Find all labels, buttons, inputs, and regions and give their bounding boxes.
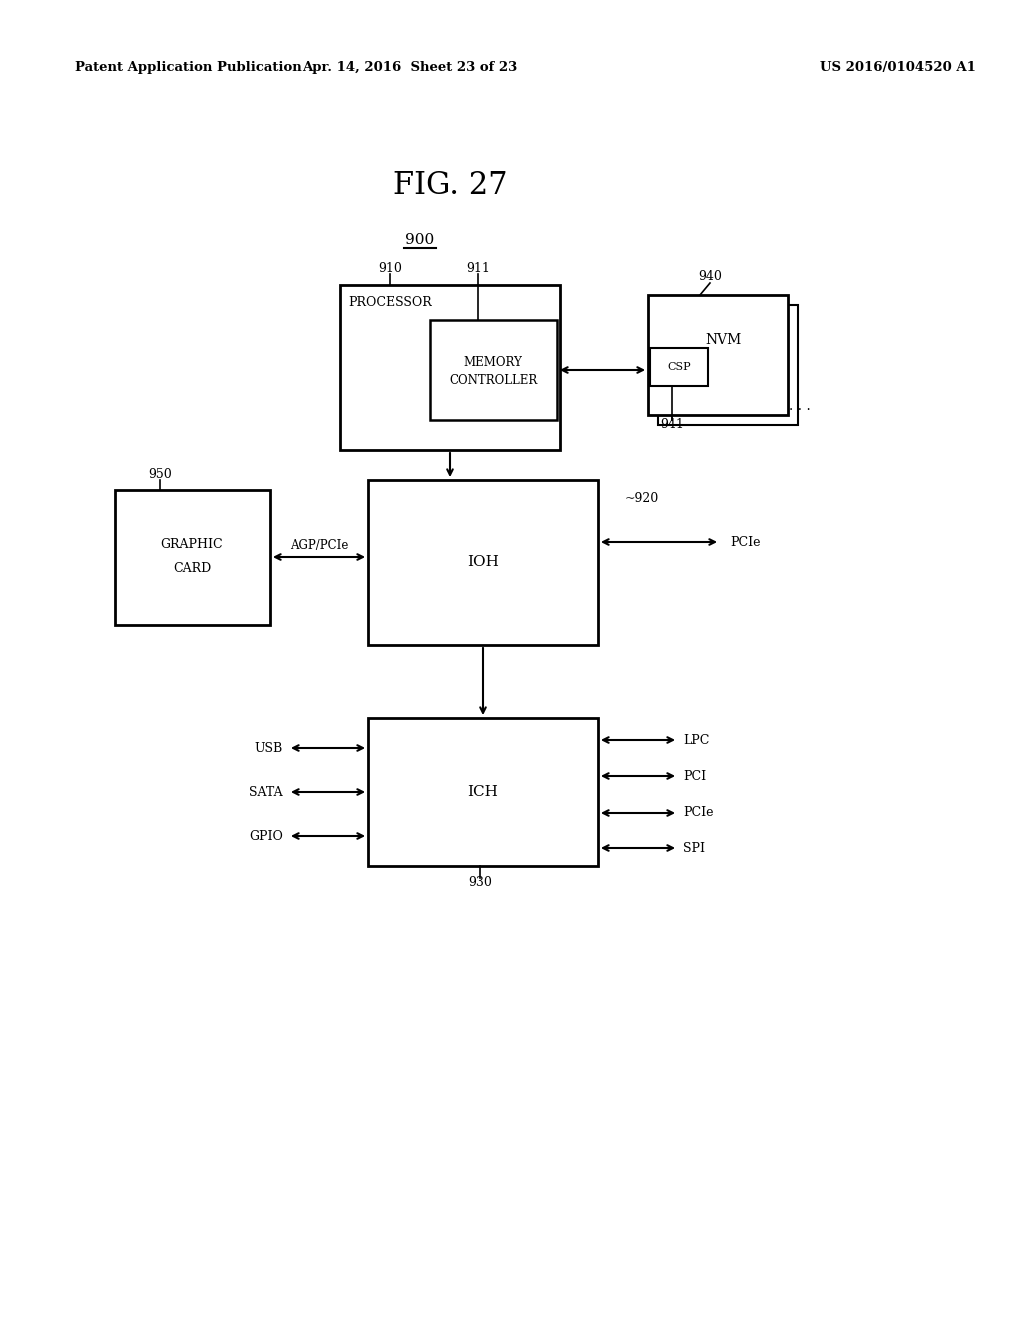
Text: LPC: LPC bbox=[683, 734, 710, 747]
Bar bbox=[115, 490, 270, 624]
Text: ~920: ~920 bbox=[625, 491, 659, 504]
Text: FIG. 27: FIG. 27 bbox=[392, 169, 507, 201]
Text: SATA: SATA bbox=[250, 785, 283, 799]
Text: CONTROLLER: CONTROLLER bbox=[449, 374, 538, 387]
Text: 930: 930 bbox=[468, 875, 492, 888]
Bar bbox=[648, 294, 788, 414]
Text: 900: 900 bbox=[406, 234, 434, 247]
Text: MEMORY: MEMORY bbox=[464, 355, 522, 368]
Text: 950: 950 bbox=[148, 467, 172, 480]
Text: 940: 940 bbox=[698, 271, 722, 284]
Text: 910: 910 bbox=[378, 261, 402, 275]
Text: ICH: ICH bbox=[468, 785, 499, 799]
Bar bbox=[430, 319, 557, 420]
Bar bbox=[368, 718, 598, 866]
Text: AGP/PCIe: AGP/PCIe bbox=[290, 539, 348, 552]
Text: PCIe: PCIe bbox=[730, 536, 761, 549]
Text: CSP: CSP bbox=[668, 362, 691, 372]
Text: GRAPHIC: GRAPHIC bbox=[161, 539, 223, 552]
Text: SPI: SPI bbox=[683, 842, 705, 854]
Text: Patent Application Publication: Patent Application Publication bbox=[75, 62, 302, 74]
Text: 941: 941 bbox=[660, 418, 684, 432]
Text: Apr. 14, 2016  Sheet 23 of 23: Apr. 14, 2016 Sheet 23 of 23 bbox=[302, 62, 517, 74]
Text: PROCESSOR: PROCESSOR bbox=[348, 297, 432, 309]
Text: US 2016/0104520 A1: US 2016/0104520 A1 bbox=[820, 62, 976, 74]
Text: GPIO: GPIO bbox=[249, 829, 283, 842]
Text: IOH: IOH bbox=[467, 554, 499, 569]
Bar bbox=[658, 305, 798, 425]
Bar bbox=[650, 348, 708, 385]
Text: USB: USB bbox=[255, 742, 283, 755]
Text: 911: 911 bbox=[466, 261, 489, 275]
Text: · · ·: · · · bbox=[790, 403, 811, 417]
Bar bbox=[368, 480, 598, 645]
Text: NVM: NVM bbox=[705, 333, 741, 347]
Bar bbox=[340, 285, 560, 450]
Text: CARD: CARD bbox=[173, 562, 211, 576]
Text: PCI: PCI bbox=[683, 770, 707, 783]
Text: PCIe: PCIe bbox=[683, 807, 714, 820]
